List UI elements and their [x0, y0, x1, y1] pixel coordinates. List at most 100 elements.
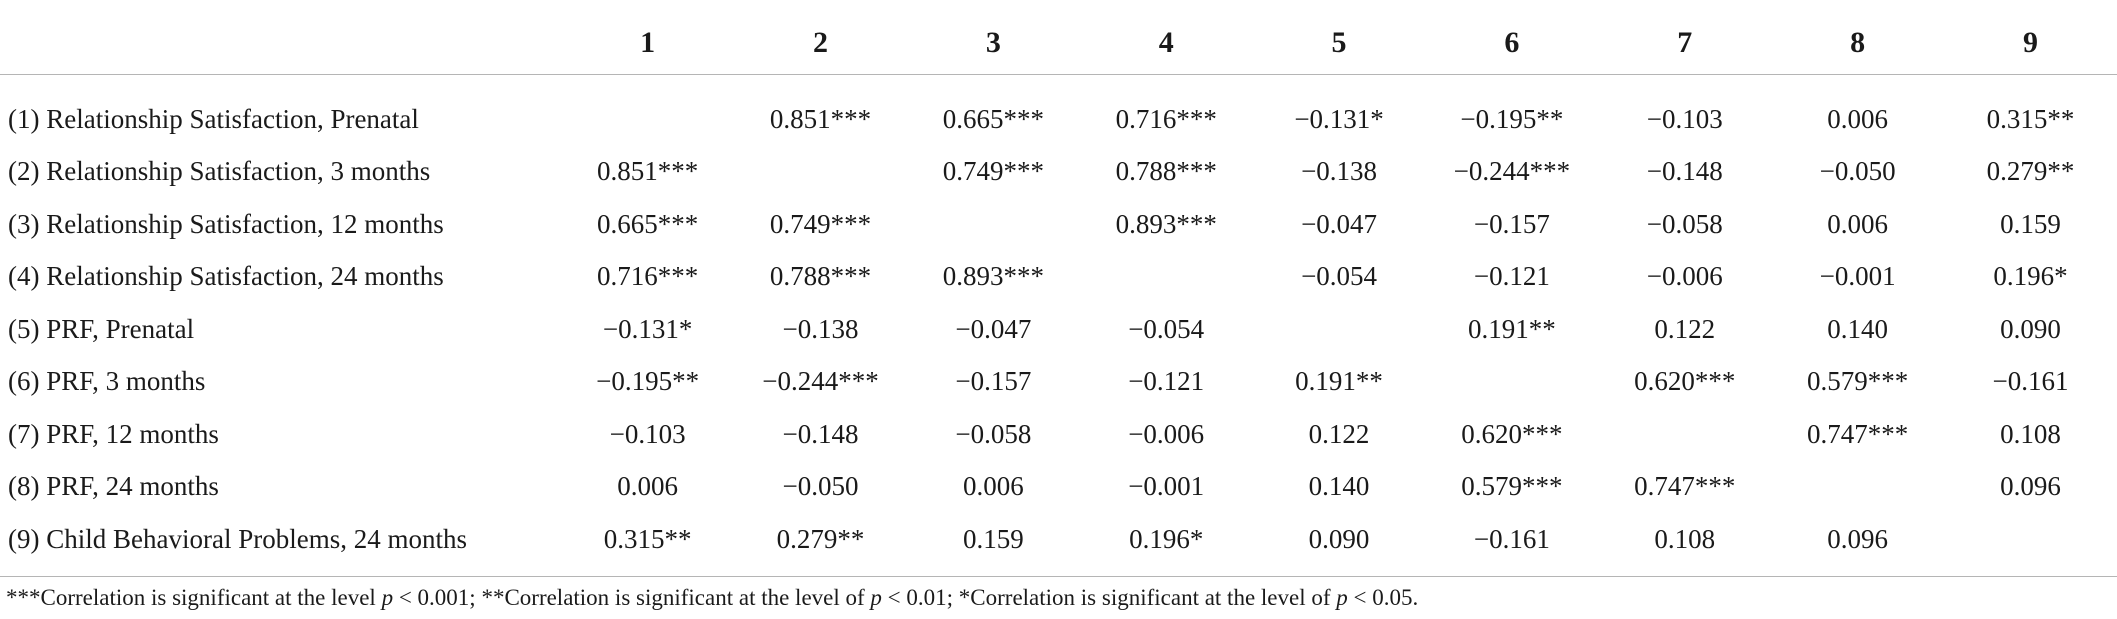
table-cell: 0.747*** [1807, 418, 1909, 449]
table-cell [907, 198, 1080, 251]
column-header: 8 [1771, 0, 1945, 75]
table-cell: 0.665*** [596, 208, 699, 239]
table-cell: −0.058 [955, 418, 1032, 449]
table-cell: 0.716*** [1115, 103, 1217, 134]
column-header: 3 [906, 0, 1080, 75]
column-header: 2 [734, 0, 907, 75]
table-cell: 0.788*** [769, 261, 872, 292]
table-row: (6) PRF, 3 months −0.195** −0.244*** −0.157… [0, 356, 2117, 409]
table-cell: −0.138 [1301, 156, 1378, 187]
table-cell: 0.108 [1598, 513, 1772, 577]
table-cell: −0.161 [1425, 513, 1599, 577]
table-cell: −0.148 [782, 418, 859, 449]
row-label: (7) PRF, 12 months [8, 418, 219, 449]
table-cell: −0.103 [609, 418, 686, 449]
column-header: 4 [1079, 0, 1253, 75]
table-cell: 0.122 [1308, 418, 1370, 449]
row-label: (1) Relationship Satisfaction, Prenatal [8, 103, 419, 134]
table-cell: 0.140 [1827, 313, 1888, 344]
footnote-p-symbol-1: p [381, 585, 394, 610]
table-cell: 0.159 [906, 513, 1080, 577]
table-cell: 0.196* [1079, 513, 1253, 577]
table-cell: 0.006 [1827, 208, 1888, 239]
row-label: (5) PRF, Prenatal [8, 313, 195, 344]
table-cell: 0.122 [1654, 313, 1716, 344]
row-label: (6) PRF, 3 months [8, 366, 206, 397]
table-cell [1771, 461, 1944, 514]
table-cell: 0.315** [1986, 103, 2075, 134]
table-cell: −0.131* [1294, 103, 1384, 134]
table-cell: 0.893*** [1115, 208, 1217, 239]
table-cell: 0.090 [2000, 313, 2061, 344]
table-cell [1944, 513, 2117, 577]
column-header: 9 [1944, 0, 2117, 75]
table-cell: 0.096 [2000, 471, 2061, 502]
table-cell: −0.244*** [762, 366, 879, 397]
table-footnote: ***Correlation is significant at the lev… [6, 585, 1418, 611]
table-row: (4) Relationship Satisfaction, 24 months… [0, 251, 2117, 304]
table-cell [561, 75, 734, 146]
row-label: (3) Relationship Satisfaction, 12 months [8, 208, 444, 239]
table-cell: 0.279** [1986, 156, 2075, 187]
footnote-text-4: < 0.05. [1347, 585, 1419, 610]
table-cell: 0.006 [962, 471, 1024, 502]
table-cell: 0.140 [1308, 471, 1370, 502]
table-cell: −0.195** [1460, 103, 1564, 134]
table-cell: 0.279** [734, 513, 907, 577]
table-cell: 0.716*** [596, 261, 699, 292]
table-cell: −0.001 [1819, 261, 1896, 292]
row-label: (8) PRF, 24 months [8, 471, 219, 502]
table-cell: −0.047 [955, 313, 1032, 344]
table-cell: −0.161 [1992, 366, 2069, 397]
table-cell: 0.196* [1993, 261, 2068, 292]
table-cell: 0.006 [1827, 103, 1888, 134]
table-cell: −0.138 [782, 313, 859, 344]
table-cell: 0.159 [2000, 208, 2061, 239]
table-cell: −0.195** [596, 366, 700, 397]
table-cell: −0.157 [1473, 208, 1550, 239]
table-cell: 0.788*** [1115, 156, 1217, 187]
footnote-p-symbol-2: p [870, 585, 882, 610]
table-cell: −0.047 [1301, 208, 1378, 239]
table-cell: −0.006 [1128, 418, 1205, 449]
column-header: 5 [1252, 0, 1426, 75]
table-row: (5) PRF, Prenatal −0.131* −0.138 −0.047 −0.0… [0, 303, 2117, 356]
table-cell: −0.121 [1473, 261, 1550, 292]
table-cell: 0.620*** [1461, 418, 1563, 449]
table-cell: 0.090 [1252, 513, 1426, 577]
table-cell [1253, 303, 1426, 356]
table-cell: 0.579*** [1807, 366, 1909, 397]
table-row: (3) Relationship Satisfaction, 12 months… [0, 198, 2117, 251]
table-cell: −0.006 [1646, 261, 1723, 292]
table-cell: 0.851*** [596, 156, 699, 187]
table-cell: 0.620*** [1634, 366, 1736, 397]
table-cell: 0.006 [617, 471, 678, 502]
table-cell: 0.096 [1771, 513, 1945, 577]
footnote-text-3: < 0.01; *Correlation is significant at t… [881, 585, 1337, 610]
table-cell: −0.157 [955, 366, 1032, 397]
table-cell: 0.851*** [769, 103, 872, 134]
column-header: 1 [561, 0, 735, 75]
table-cell: −0.103 [1646, 103, 1723, 134]
row-label: (4) Relationship Satisfaction, 24 months [8, 261, 444, 292]
table-cell: −0.244*** [1453, 156, 1571, 187]
table-cell: 0.191** [1468, 313, 1556, 344]
table-cell: 0.665*** [942, 103, 1044, 134]
table-cell: −0.121 [1128, 366, 1205, 397]
table-cell: 0.893*** [942, 261, 1044, 292]
row-label: (2) Relationship Satisfaction, 3 months [8, 156, 431, 187]
table-cell: −0.054 [1128, 313, 1205, 344]
table-cell: 0.579*** [1461, 471, 1563, 502]
table-cell: −0.148 [1646, 156, 1723, 187]
table-cell [734, 146, 907, 199]
table-row: (1) Relationship Satisfaction, Prenatal 0… [0, 75, 2117, 146]
footnote-text-1: ***Correlation is significant at the lev… [6, 585, 382, 610]
table-cell: −0.001 [1128, 471, 1205, 502]
table-cell [1598, 408, 1771, 461]
table-row: (8) PRF, 24 months 0.006 −0.050 0.006 −0.001… [0, 461, 2117, 514]
table-cell [1425, 356, 1598, 409]
